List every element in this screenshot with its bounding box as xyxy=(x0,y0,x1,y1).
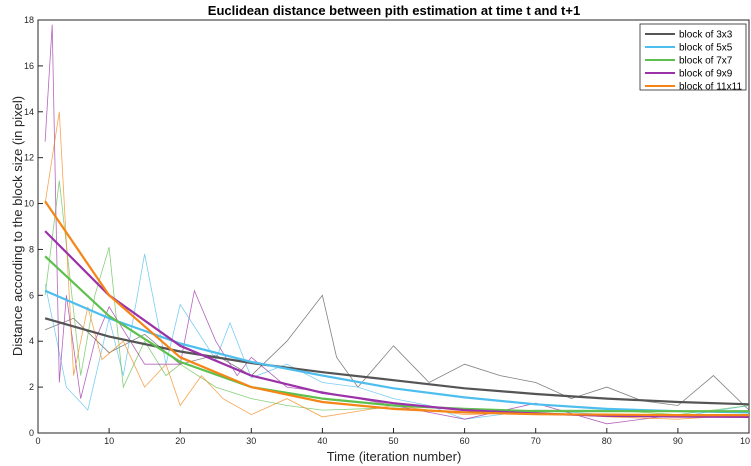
legend-label: block of 5x5 xyxy=(679,43,733,54)
y-tick-label: 14 xyxy=(24,107,34,117)
x-tick-label: 70 xyxy=(531,436,541,446)
legend-label: block of 9x9 xyxy=(679,69,733,80)
y-axis-label: Distance according to the block size (in… xyxy=(10,96,25,356)
y-tick-label: 0 xyxy=(29,428,34,438)
x-tick-label: 80 xyxy=(602,436,612,446)
x-tick-label: 20 xyxy=(175,436,185,446)
y-tick-label: 4 xyxy=(29,336,34,346)
y-tick-label: 6 xyxy=(29,290,34,300)
y-tick-label: 12 xyxy=(24,153,34,163)
legend-label: block of 11x11 xyxy=(679,82,742,93)
x-tick-label: 40 xyxy=(317,436,327,446)
x-tick-label: 10 xyxy=(104,436,114,446)
x-tick-label: 50 xyxy=(388,436,398,446)
x-axis-label: Time (iteration number) xyxy=(327,449,462,464)
y-tick-label: 10 xyxy=(24,199,34,209)
fit-series-line-block-of-11x11 xyxy=(44,200,749,417)
y-tick-label: 16 xyxy=(24,61,34,71)
x-tick-label: 30 xyxy=(246,436,256,446)
y-tick-label: 2 xyxy=(29,382,34,392)
x-tick-label: 60 xyxy=(460,436,470,446)
fit-series-line-block-of-9x9 xyxy=(44,230,750,418)
legend: block of 3x3 block of 5x5 block of 7x7 bloc… xyxy=(639,23,747,93)
fit-series-line-block-of-5x5 xyxy=(44,289,750,414)
y-tick-label: 8 xyxy=(29,244,34,254)
fit-series-group xyxy=(44,200,750,418)
legend-label: block of 7x7 xyxy=(679,56,733,67)
x-tick-label: 0 xyxy=(35,436,40,446)
x-tick-label: 90 xyxy=(673,436,683,446)
fit-series-line-block-of-7x7 xyxy=(44,255,749,413)
legend-label: block of 3x3 xyxy=(679,30,733,41)
x-tick-label: 10 xyxy=(740,436,750,446)
y-tick-label: 18 xyxy=(24,15,34,25)
chart-title: Euclidean distance between pith estimati… xyxy=(208,3,580,18)
